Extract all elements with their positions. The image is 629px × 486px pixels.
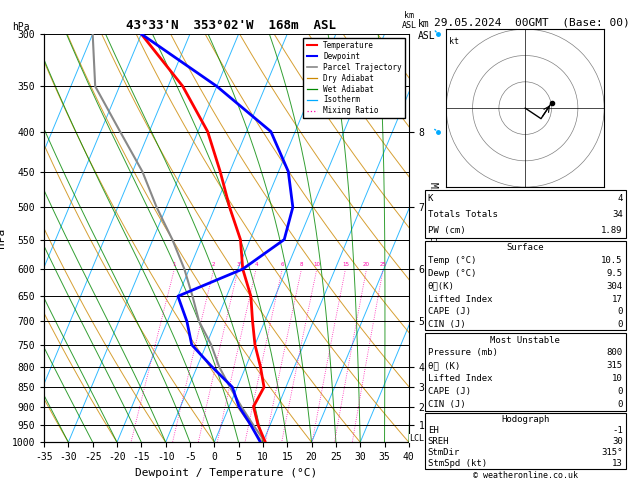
Text: 20: 20 — [363, 262, 370, 267]
Text: kt: kt — [449, 37, 459, 46]
Text: 1.89: 1.89 — [601, 226, 623, 235]
Text: 315°: 315° — [601, 448, 623, 457]
Text: 304: 304 — [606, 282, 623, 291]
Text: SREH: SREH — [428, 437, 449, 446]
Text: 0: 0 — [617, 400, 623, 409]
Text: LCL: LCL — [409, 434, 424, 443]
Text: 29.05.2024  00GMT  (Base: 00): 29.05.2024 00GMT (Base: 00) — [434, 17, 629, 28]
Text: K: K — [428, 194, 433, 203]
Text: -1: -1 — [612, 426, 623, 435]
Text: Most Unstable: Most Unstable — [490, 335, 560, 345]
Text: Surface: Surface — [506, 243, 544, 252]
Text: θᴄ(K): θᴄ(K) — [428, 282, 455, 291]
X-axis label: Dewpoint / Temperature (°C): Dewpoint / Temperature (°C) — [135, 468, 318, 478]
Text: 3: 3 — [237, 262, 240, 267]
Text: 4: 4 — [254, 262, 258, 267]
Text: 10: 10 — [313, 262, 320, 267]
Text: 10.5: 10.5 — [601, 256, 623, 265]
Text: 34: 34 — [612, 210, 623, 219]
Text: Totals Totals: Totals Totals — [428, 210, 498, 219]
Text: 800: 800 — [606, 348, 623, 358]
Text: Pressure (mb): Pressure (mb) — [428, 348, 498, 358]
Text: PW (cm): PW (cm) — [428, 226, 465, 235]
Text: km
ASL: km ASL — [401, 11, 416, 30]
Text: 2: 2 — [212, 262, 216, 267]
Text: 6: 6 — [281, 262, 284, 267]
Text: θᴄ (K): θᴄ (K) — [428, 362, 460, 370]
Text: Dewp (°C): Dewp (°C) — [428, 269, 476, 278]
Text: CAPE (J): CAPE (J) — [428, 307, 470, 316]
Text: 30: 30 — [612, 437, 623, 446]
Text: 10: 10 — [612, 374, 623, 383]
Text: Temp (°C): Temp (°C) — [428, 256, 476, 265]
Text: km
ASL: km ASL — [418, 19, 436, 41]
Text: © weatheronline.co.uk: © weatheronline.co.uk — [473, 471, 577, 480]
Text: 17: 17 — [612, 295, 623, 304]
Text: EH: EH — [428, 426, 438, 435]
Text: 4: 4 — [617, 194, 623, 203]
Text: 0: 0 — [617, 320, 623, 329]
Text: Lifted Index: Lifted Index — [428, 295, 493, 304]
Y-axis label: Mixing Ratio (g/kg): Mixing Ratio (g/kg) — [428, 182, 438, 294]
Text: StmDir: StmDir — [428, 448, 460, 457]
Text: Lifted Index: Lifted Index — [428, 374, 493, 383]
Text: 8: 8 — [300, 262, 303, 267]
Text: 43°33'N  353°02'W  168m  ASL: 43°33'N 353°02'W 168m ASL — [126, 19, 336, 33]
Text: 0: 0 — [617, 307, 623, 316]
Legend: Temperature, Dewpoint, Parcel Trajectory, Dry Adiabat, Wet Adiabat, Isotherm, Mi: Temperature, Dewpoint, Parcel Trajectory… — [303, 38, 405, 119]
Text: 13: 13 — [612, 459, 623, 469]
Text: 9.5: 9.5 — [606, 269, 623, 278]
Text: CAPE (J): CAPE (J) — [428, 387, 470, 397]
Text: 0: 0 — [617, 387, 623, 397]
Text: StmSpd (kt): StmSpd (kt) — [428, 459, 487, 469]
Text: 15: 15 — [342, 262, 349, 267]
Text: CIN (J): CIN (J) — [428, 400, 465, 409]
Text: 315: 315 — [606, 362, 623, 370]
Text: 25: 25 — [380, 262, 387, 267]
Text: hPa: hPa — [13, 22, 30, 32]
Text: 1: 1 — [172, 262, 176, 267]
Y-axis label: hPa: hPa — [0, 228, 6, 248]
Text: Hodograph: Hodograph — [501, 415, 549, 424]
Text: CIN (J): CIN (J) — [428, 320, 465, 329]
